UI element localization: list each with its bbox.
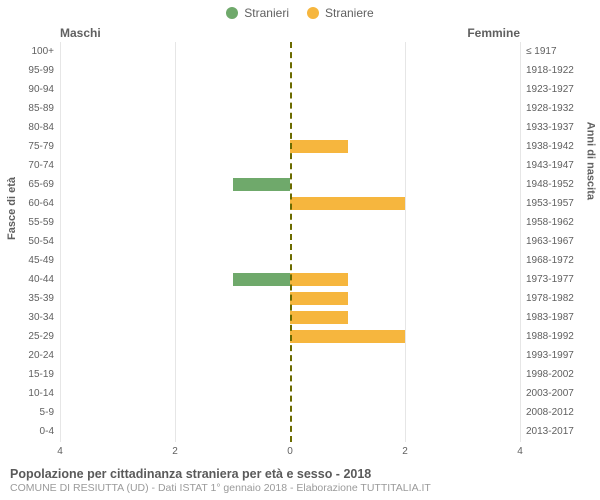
birth-year-label: 1938-1942 [520, 137, 574, 156]
age-label: 0-4 [40, 422, 60, 441]
age-label: 95-99 [28, 61, 60, 80]
y-axis-title-left: Fasce di età [6, 177, 18, 240]
legend: Stranieri Straniere [0, 0, 600, 20]
column-headers: Maschi Femmine [60, 26, 520, 40]
chart-subtitle: COMUNE DI RESIUTTA (UD) - Dati ISTAT 1° … [10, 482, 590, 494]
birth-year-label: 1933-1937 [520, 118, 574, 137]
legend-item-female: Straniere [307, 6, 374, 20]
chart-footer: Popolazione per cittadinanza straniera p… [10, 467, 590, 494]
birth-year-label: 1968-1972 [520, 251, 574, 270]
birth-year-label: 1988-1992 [520, 327, 574, 346]
chart-title: Popolazione per cittadinanza straniera p… [10, 467, 590, 481]
header-female: Femmine [467, 26, 520, 40]
legend-item-male: Stranieri [226, 6, 289, 20]
age-label: 35-39 [28, 289, 60, 308]
birth-year-label: 2003-2007 [520, 384, 574, 403]
age-label: 65-69 [28, 175, 60, 194]
x-tick-label: 4 [517, 446, 523, 457]
age-label: 25-29 [28, 327, 60, 346]
age-label: 60-64 [28, 194, 60, 213]
birth-year-label: 1918-1922 [520, 61, 574, 80]
birth-year-label: 2008-2012 [520, 403, 574, 422]
plot-area: 42024100+≤ 191795-991918-192290-941923-1… [60, 42, 520, 442]
birth-year-label: 1923-1927 [520, 80, 574, 99]
age-label: 30-34 [28, 308, 60, 327]
y-axis-title-right: Anni di nascita [584, 122, 596, 200]
birth-year-label: 1963-1967 [520, 232, 574, 251]
x-tick-label: 0 [287, 446, 293, 457]
age-label: 85-89 [28, 99, 60, 118]
age-label: 90-94 [28, 80, 60, 99]
birth-year-label: 1958-1962 [520, 213, 574, 232]
age-label: 50-54 [28, 232, 60, 251]
bar-female [290, 330, 405, 343]
bar-female [290, 273, 348, 286]
age-label: 70-74 [28, 156, 60, 175]
bar-male [233, 273, 291, 286]
center-axis [290, 42, 292, 442]
age-label: 10-14 [28, 384, 60, 403]
birth-year-label: 1973-1977 [520, 270, 574, 289]
bar-female [290, 292, 348, 305]
x-tick-label: 2 [172, 446, 178, 457]
bar-female [290, 311, 348, 324]
birth-year-label: 1993-1997 [520, 346, 574, 365]
population-pyramid-chart: Stranieri Straniere Maschi Femmine Fasce… [0, 0, 600, 500]
age-label: 5-9 [40, 403, 60, 422]
legend-swatch-female [307, 7, 319, 19]
bar-female [290, 140, 348, 153]
birth-year-label: 1953-1957 [520, 194, 574, 213]
x-tick-label: 4 [57, 446, 63, 457]
birth-year-label: 1998-2002 [520, 365, 574, 384]
legend-label-female: Straniere [325, 6, 374, 20]
legend-label-male: Stranieri [244, 6, 289, 20]
birth-year-label: 2013-2017 [520, 422, 574, 441]
age-label: 40-44 [28, 270, 60, 289]
age-label: 20-24 [28, 346, 60, 365]
birth-year-label: 1948-1952 [520, 175, 574, 194]
age-label: 100+ [31, 42, 60, 61]
x-tick-label: 2 [402, 446, 408, 457]
age-label: 75-79 [28, 137, 60, 156]
birth-year-label: ≤ 1917 [520, 42, 557, 61]
birth-year-label: 1983-1987 [520, 308, 574, 327]
bar-female [290, 197, 405, 210]
header-male: Maschi [60, 26, 101, 40]
birth-year-label: 1978-1982 [520, 289, 574, 308]
bar-male [233, 178, 291, 191]
legend-swatch-male [226, 7, 238, 19]
birth-year-label: 1943-1947 [520, 156, 574, 175]
age-label: 80-84 [28, 118, 60, 137]
age-label: 15-19 [28, 365, 60, 384]
age-label: 45-49 [28, 251, 60, 270]
birth-year-label: 1928-1932 [520, 99, 574, 118]
age-label: 55-59 [28, 213, 60, 232]
